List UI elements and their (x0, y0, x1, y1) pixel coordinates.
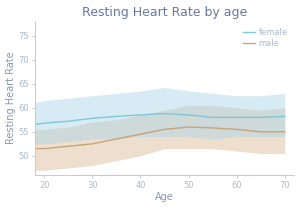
male (33, 147, 36, 150)
Line: female: female (34, 114, 285, 125)
female (235, 116, 238, 119)
female (211, 116, 214, 119)
female (259, 116, 262, 119)
male (42, 147, 46, 150)
female (91, 117, 94, 120)
female (115, 115, 118, 118)
female (33, 123, 36, 126)
female (163, 112, 166, 115)
male (211, 127, 214, 129)
Title: Resting Heart Rate by age: Resting Heart Rate by age (82, 6, 247, 19)
male (187, 126, 190, 128)
male (115, 138, 118, 140)
Legend: female, male: female, male (240, 25, 290, 51)
female (42, 122, 46, 124)
X-axis label: Age: Age (155, 192, 174, 202)
male (283, 131, 286, 133)
female (187, 114, 190, 116)
male (235, 128, 238, 131)
male (91, 142, 94, 145)
male (66, 145, 70, 147)
male (139, 133, 142, 135)
female (139, 114, 142, 116)
female (283, 115, 286, 118)
male (163, 128, 166, 131)
female (66, 120, 70, 123)
Line: male: male (34, 127, 285, 149)
male (259, 131, 262, 133)
Y-axis label: Resting Heart Rate: Resting Heart Rate (6, 52, 16, 144)
